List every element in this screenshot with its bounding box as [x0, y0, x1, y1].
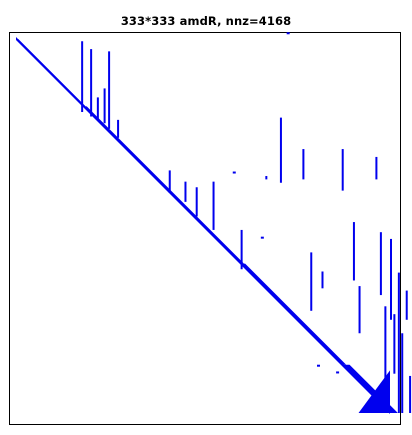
- point-2: [260, 236, 264, 239]
- column-segment-17: [352, 222, 355, 281]
- column-segment-5: [117, 119, 120, 138]
- diagonal-line: [16, 37, 390, 414]
- chart-title: 333*333 amdR, nnz=4168: [120, 14, 292, 28]
- column-segment-20: [379, 232, 382, 296]
- column-segment-3: [103, 88, 106, 124]
- column-segment-27: [409, 375, 412, 413]
- column-segment-8: [195, 187, 198, 217]
- column-segment-14: [310, 252, 313, 311]
- column-segment-16: [341, 149, 344, 191]
- nonzero-marks: [16, 32, 412, 414]
- column-segment-15: [321, 271, 324, 289]
- column-segment-22: [390, 238, 392, 320]
- column-segment-2: [96, 97, 99, 120]
- column-segment-25: [401, 333, 404, 413]
- column-segment-10: [240, 229, 243, 270]
- column-segment-12: [279, 117, 282, 183]
- point-3: [316, 364, 320, 367]
- column-segment-13: [302, 149, 305, 180]
- column-segment-9: [212, 181, 215, 230]
- column-segment-18: [358, 286, 361, 334]
- column-segment-11: [265, 176, 268, 180]
- column-segment-0: [81, 41, 84, 113]
- column-segment-23: [393, 314, 396, 374]
- column-segment-7: [184, 181, 187, 202]
- column-segment-6: [168, 170, 171, 193]
- column-segment-26: [405, 290, 408, 320]
- dense-corner-block: [358, 370, 390, 413]
- point-1: [232, 171, 236, 174]
- column-segment-4: [108, 51, 111, 129]
- point-0: [286, 32, 290, 35]
- column-segment-24: [397, 272, 400, 413]
- column-segment-21: [384, 306, 387, 413]
- column-segment-19: [375, 156, 378, 180]
- column-segment-1: [90, 49, 93, 117]
- point-4: [336, 371, 340, 374]
